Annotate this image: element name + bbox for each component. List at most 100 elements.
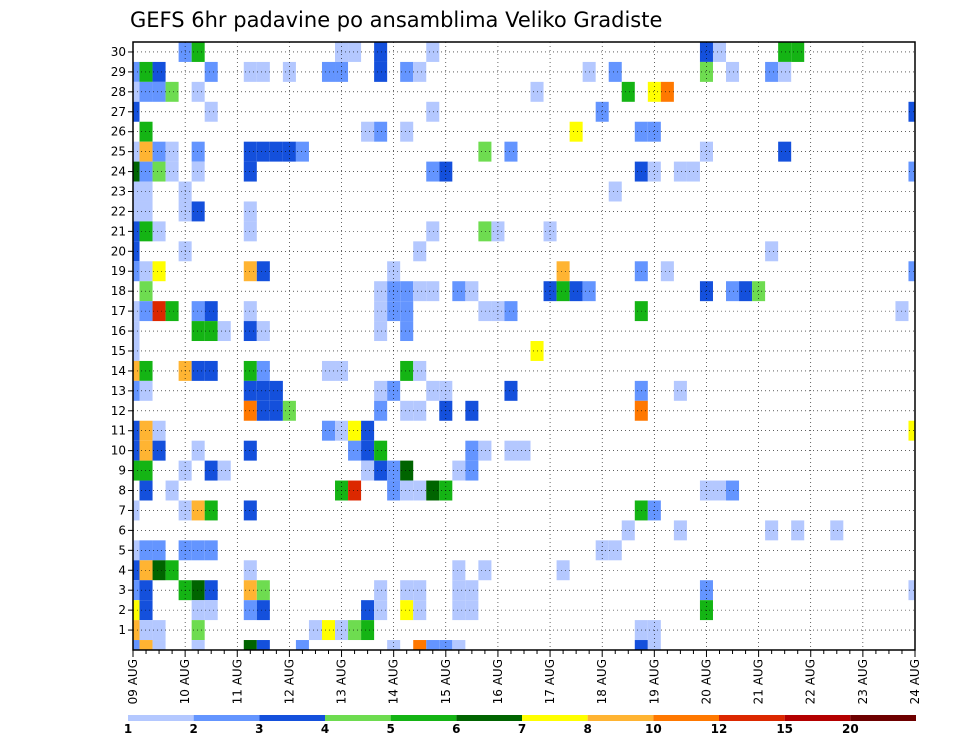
heatmap-cell-m23-t0 — [133, 181, 140, 202]
heatmap-cell-m2-t22 — [413, 600, 427, 621]
y-tick-label-18: 18 — [111, 284, 126, 298]
y-tick-label-27: 27 — [111, 105, 126, 119]
y-tick-label-28: 28 — [111, 85, 126, 99]
heatmap-cell-m12-t21 — [400, 400, 414, 421]
heatmap-cell-m0-t5 — [191, 640, 205, 650]
heatmap-cell-m9-t26 — [465, 460, 479, 481]
heatmap-cell-m25-t9 — [243, 141, 257, 162]
heatmap-cell-m8-t1 — [139, 480, 153, 501]
heatmap-cell-m3-t6 — [204, 580, 218, 601]
heatmap-cell-m1-t0 — [133, 620, 140, 641]
x-tick-label-13: 22 AUG — [804, 659, 818, 704]
heatmap-cell-m0-t40 — [647, 640, 661, 650]
heatmap-cell-m3-t60 — [908, 580, 915, 601]
heatmap-cell-m23-t1 — [139, 181, 153, 202]
y-tick-label-23: 23 — [111, 185, 126, 199]
heatmap-cell-m25-t13 — [295, 141, 309, 162]
y-tick-label-17: 17 — [111, 304, 126, 318]
x-tick-label-12: 21 AUG — [752, 659, 766, 704]
heatmap-cell-m10-t0 — [133, 440, 140, 461]
heatmap-cell-m30-t19 — [374, 42, 388, 62]
heatmap-cell-m20-t0 — [133, 241, 140, 262]
heatmap-cell-m19-t41 — [660, 261, 674, 282]
heatmap-cell-m26-t1 — [139, 121, 153, 142]
heatmap-cell-m18-t26 — [465, 281, 479, 302]
heatmap-cell-m3-t25 — [452, 580, 466, 601]
heatmap-cell-m9-t7 — [217, 460, 231, 481]
heatmap-cell-m5-t0 — [133, 540, 140, 561]
heatmap-cell-m3-t22 — [413, 580, 427, 601]
heatmap-cell-m25-t27 — [478, 141, 492, 162]
heatmap-cell-m29-t2 — [152, 61, 166, 82]
heatmap-cell-m29-t15 — [321, 61, 336, 82]
heatmap-cell-m18-t46 — [726, 281, 740, 302]
heatmap-cell-m4-t25 — [452, 560, 466, 581]
y-tick-label-7: 7 — [118, 503, 126, 517]
heatmap-cell-m9-t0 — [133, 460, 140, 481]
heatmap-cell-m9-t6 — [204, 460, 218, 481]
heatmap-cell-m9-t18 — [361, 460, 375, 481]
heatmap-cell-m26-t21 — [400, 121, 414, 142]
heatmap-cell-m11-t15 — [321, 420, 336, 441]
heatmap-cell-m21-t2 — [152, 221, 166, 242]
heatmap-cell-m13-t29 — [504, 380, 518, 401]
heatmap-cell-m16-t7 — [217, 321, 231, 342]
heatmap-cell-m24-t2 — [152, 161, 166, 182]
colorbar-swatch-1 — [128, 715, 194, 721]
heatmap-cell-m1-t17 — [348, 620, 362, 641]
heatmap-cell-m30-t50 — [778, 42, 792, 62]
heatmap-cell-m18-t22 — [413, 281, 427, 302]
heatmap-cell-m13-t11 — [269, 380, 283, 401]
x-tick-label-8: 17 AUG — [543, 659, 557, 704]
heatmap-cell-m28-t3 — [165, 81, 179, 102]
heatmap-cell-m30-t17 — [348, 42, 362, 62]
heatmap-cell-m10-t18 — [361, 440, 375, 461]
colorbar-swatch-12 — [850, 715, 916, 721]
heatmap-cell-m2-t19 — [374, 600, 388, 621]
heatmap-cell-m10-t5 — [191, 440, 205, 461]
heatmap-cell-m4-t2 — [152, 560, 166, 581]
heatmap-cell-m8-t3 — [165, 480, 179, 501]
heatmap-cell-m18-t34 — [569, 281, 583, 302]
y-tick-label-24: 24 — [111, 165, 126, 179]
colorbar-label-4: 4 — [321, 722, 329, 736]
heatmap-cell-m29-t46 — [726, 61, 740, 82]
y-tick-label-5: 5 — [118, 543, 126, 557]
heatmap-cell-m26-t34 — [569, 121, 583, 142]
x-tick-label-1: 10 AUG — [178, 659, 192, 704]
colorbar-legend: 1 2 3 4 5 6 7 8 10 12 15 20 — [124, 715, 916, 736]
y-tick-label-8: 8 — [118, 484, 126, 498]
colorbar-label-20: 20 — [842, 722, 859, 736]
heatmap-cell-m0-t10 — [256, 640, 270, 650]
heatmap-cell-m7-t9 — [243, 500, 257, 521]
heatmap-cell-m1-t5 — [191, 620, 205, 641]
heatmap-cell-m18-t23 — [426, 281, 440, 302]
heatmap-cell-m12-t11 — [269, 400, 283, 421]
x-tick-label-4: 13 AUG — [335, 659, 349, 704]
heatmap-cell-m26-t18 — [361, 121, 375, 142]
heatmap-cell-m27-t23 — [426, 101, 440, 122]
heatmap-cell-m29-t49 — [765, 61, 779, 82]
heatmap-cell-m10-t17 — [348, 440, 362, 461]
heatmap-cell-m24-t5 — [191, 161, 205, 182]
heatmap-cell-m8-t21 — [400, 480, 414, 501]
y-tick-label-19: 19 — [111, 264, 126, 278]
heatmap-cell-m18-t19 — [374, 281, 388, 302]
heatmap-cell-m2-t9 — [243, 600, 257, 621]
heatmap-cell-m30-t44 — [699, 42, 713, 62]
x-tick-label-11: 20 AUG — [699, 659, 713, 704]
heatmap-cell-m22-t9 — [243, 201, 257, 222]
heatmap-cell-m28-t41 — [660, 81, 674, 102]
heatmap-cell-m6-t49 — [765, 520, 779, 541]
heatmap-cell-m1-t2 — [152, 620, 166, 641]
heatmap-cell-m24-t1 — [139, 161, 153, 182]
heatmap-cell-m13-t42 — [673, 380, 687, 401]
chart-title: GEFS 6hr padavine po ansamblima Veliko G… — [130, 8, 662, 32]
heatmap-cell-m7-t5 — [191, 500, 205, 521]
heatmap-cell-m12-t22 — [413, 400, 427, 421]
heatmap-cell-m4-t33 — [556, 560, 570, 581]
heatmap-cell-m30-t45 — [712, 42, 727, 62]
heatmap-cell-m16-t21 — [400, 321, 414, 342]
heatmap-cells — [133, 42, 915, 650]
